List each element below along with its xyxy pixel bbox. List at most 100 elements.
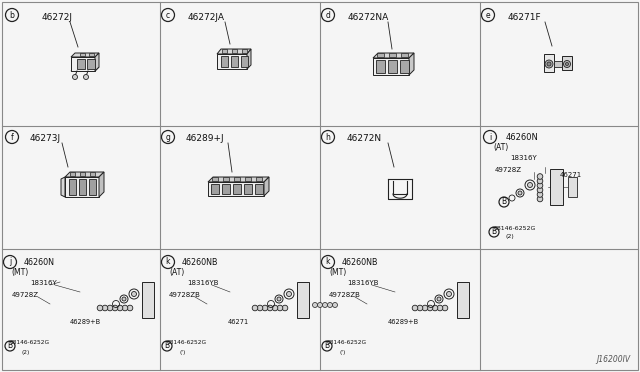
Bar: [400, 60, 409, 73]
Bar: [212, 177, 218, 181]
Bar: [568, 177, 577, 197]
Bar: [457, 282, 469, 318]
Circle shape: [442, 305, 448, 311]
Bar: [376, 60, 385, 73]
Text: J16200IV: J16200IV: [596, 355, 630, 364]
Text: d: d: [326, 10, 330, 19]
Bar: [255, 184, 263, 194]
Text: 46289+B: 46289+B: [388, 319, 419, 325]
Text: 46272NA: 46272NA: [348, 13, 389, 22]
Circle shape: [117, 305, 123, 311]
Text: ('): ('): [179, 350, 186, 355]
Text: B: B: [492, 228, 497, 237]
Bar: [80, 53, 85, 56]
Text: 46260N: 46260N: [24, 258, 55, 267]
Polygon shape: [217, 54, 247, 69]
Circle shape: [108, 305, 113, 311]
Circle shape: [122, 305, 128, 311]
Text: e: e: [486, 10, 490, 19]
Bar: [223, 177, 229, 181]
Text: 46272J: 46272J: [42, 13, 73, 22]
Text: 46272N: 46272N: [347, 134, 382, 143]
Bar: [231, 56, 238, 67]
Circle shape: [272, 305, 278, 311]
Text: 46271: 46271: [228, 319, 249, 325]
Bar: [242, 49, 247, 53]
Text: 18316Y: 18316Y: [510, 155, 537, 161]
Circle shape: [277, 297, 281, 301]
Text: 46271F: 46271F: [508, 13, 541, 22]
Circle shape: [537, 174, 543, 179]
Bar: [80, 172, 85, 176]
Circle shape: [537, 183, 543, 188]
Bar: [70, 172, 75, 176]
Text: (AT): (AT): [169, 268, 184, 277]
Circle shape: [257, 305, 263, 311]
Polygon shape: [95, 53, 99, 71]
Bar: [222, 49, 227, 53]
Circle shape: [518, 191, 522, 195]
Bar: [241, 56, 248, 67]
Polygon shape: [61, 177, 65, 197]
Text: 08146-6252G: 08146-6252G: [167, 340, 207, 345]
Circle shape: [537, 178, 543, 184]
Bar: [90, 172, 95, 176]
Circle shape: [428, 305, 433, 311]
Circle shape: [328, 302, 333, 308]
Text: (2): (2): [506, 234, 515, 239]
Text: B: B: [501, 198, 507, 206]
Text: 46260N: 46260N: [506, 133, 539, 142]
Circle shape: [131, 292, 136, 296]
Circle shape: [527, 183, 532, 187]
Polygon shape: [208, 182, 264, 196]
Text: f: f: [11, 132, 13, 141]
Text: 08146-6252G: 08146-6252G: [10, 340, 50, 345]
Bar: [77, 59, 85, 69]
Circle shape: [432, 305, 438, 311]
Bar: [79, 179, 86, 195]
Polygon shape: [65, 177, 99, 197]
Text: ('): ('): [339, 350, 346, 355]
Polygon shape: [71, 53, 99, 57]
Text: 18316YB: 18316YB: [347, 280, 378, 286]
Bar: [256, 177, 262, 181]
Bar: [142, 282, 154, 318]
Bar: [232, 49, 237, 53]
Circle shape: [417, 305, 423, 311]
Bar: [211, 184, 219, 194]
Circle shape: [282, 305, 288, 311]
Text: 46273J: 46273J: [30, 134, 61, 143]
Polygon shape: [65, 172, 104, 177]
Bar: [389, 53, 396, 57]
Bar: [377, 53, 384, 57]
Circle shape: [268, 305, 273, 311]
Bar: [550, 169, 563, 205]
Text: (MT): (MT): [329, 268, 346, 277]
Text: 46289+J: 46289+J: [186, 134, 225, 143]
Text: 46271: 46271: [560, 172, 582, 178]
Text: i: i: [489, 132, 491, 141]
Text: 18316YB: 18316YB: [187, 280, 218, 286]
Circle shape: [277, 305, 283, 311]
Text: k: k: [166, 257, 170, 266]
Circle shape: [566, 62, 568, 65]
Circle shape: [317, 302, 323, 308]
Bar: [222, 184, 230, 194]
Text: h: h: [326, 132, 330, 141]
Bar: [69, 179, 76, 195]
Bar: [544, 54, 554, 72]
Circle shape: [287, 292, 291, 296]
Bar: [388, 60, 397, 73]
Circle shape: [437, 305, 443, 311]
Bar: [89, 179, 96, 195]
Text: (MT): (MT): [11, 268, 28, 277]
Text: 46260NB: 46260NB: [342, 258, 378, 267]
Circle shape: [563, 61, 570, 67]
Polygon shape: [71, 57, 95, 71]
Text: g: g: [166, 132, 170, 141]
Circle shape: [333, 302, 337, 308]
Text: 46260NB: 46260NB: [182, 258, 218, 267]
Text: 08146-6252G: 08146-6252G: [327, 340, 367, 345]
Text: B: B: [324, 341, 330, 350]
Bar: [297, 282, 309, 318]
